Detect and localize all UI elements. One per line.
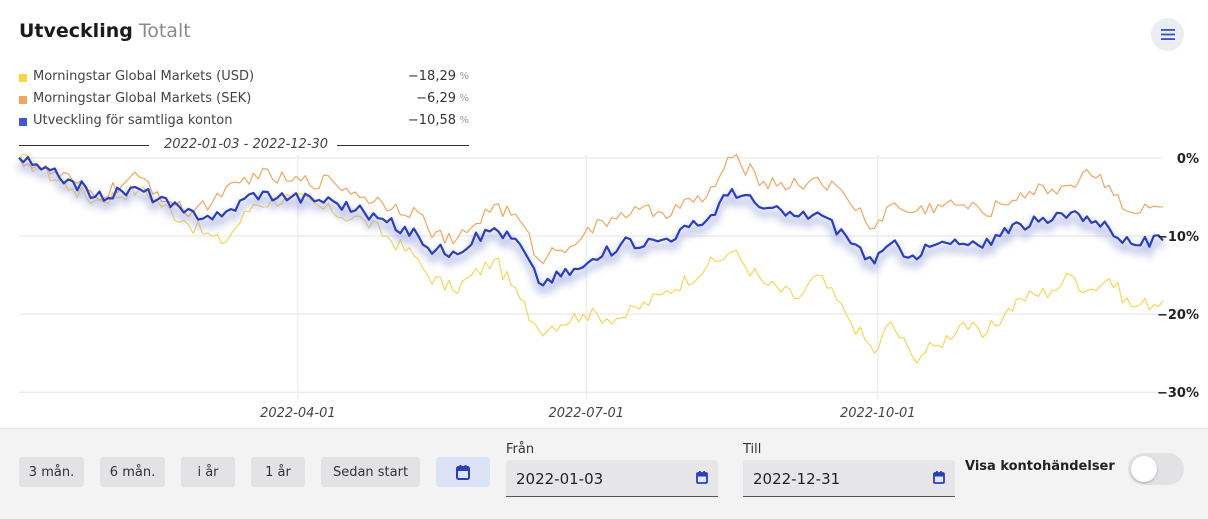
legend-value: −18,29 [407,69,456,84]
series-shadow [16,157,1166,296]
x-tick-label: 2022-04-01 [260,406,336,421]
x-tick-label: 2022-07-01 [548,406,624,421]
y-tick-label: 0% [1177,152,1199,167]
calendar-icon [456,464,470,480]
calendar-icon[interactable] [696,471,708,484]
legend-swatch-usd [19,74,27,82]
from-date-field[interactable]: 2022-01-03 [506,460,718,497]
show-account-events-toggle[interactable] [1128,453,1184,485]
chart-grid [19,155,1163,400]
legend-unit: % [459,93,469,104]
period-6-months-button[interactable]: 6 mån. [100,457,165,487]
from-date-value: 2022-01-03 [516,470,604,488]
page-title: Utveckling [19,20,133,42]
to-date-field[interactable]: 2022-12-31 [743,460,955,497]
chart-axes: 0% −10% −20% −30% 2022-04-01 2022-07-01 2022-1… [260,152,1199,421]
series-line-sek [18,153,1164,265]
legend-unit: % [459,115,469,126]
legend-swatch-sek [19,96,27,104]
date-range-text: 2022-01-03 - 2022-12-30 [164,137,329,152]
legend-value: −6,29 [416,91,456,106]
series-line-accounts [18,155,1164,287]
page-subtitle: Totalt [138,20,191,42]
show-account-events-label: Visa kontohändelser [965,459,1115,474]
date-range-rule-left [19,145,149,146]
legend-label: Morningstar Global Markets (USD) [33,69,255,84]
legend-unit: % [459,71,469,82]
hamburger-menu-icon [1160,29,1175,40]
chart-series [16,153,1166,364]
custom-period-button[interactable] [436,457,490,487]
y-tick-label: −20% [1157,308,1199,323]
chart-controls: 3 mån. 6 mån. i år 1 år Sedan start Från… [0,428,1208,519]
legend-swatch-accounts [19,118,27,126]
from-date-label: Från [506,442,535,457]
date-range-rule-right [337,145,469,146]
to-date-value: 2022-12-31 [753,470,841,488]
legend-label: Utveckling för samtliga konton [33,113,233,128]
legend-item: Morningstar Global Markets (USD) −18,29 … [19,68,471,90]
period-1-year-button[interactable]: 1 år [251,457,305,487]
development-line-chart: 0% −10% −20% −30% 2022-04-01 2022-07-01 2022-1… [16,152,1199,421]
period-3-months-button[interactable]: 3 mån. [19,457,84,487]
toggle-knob[interactable] [1131,456,1157,482]
legend-label: Morningstar Global Markets (SEK) [33,91,252,106]
y-tick-label: −10% [1157,230,1199,245]
series-line-usd [18,153,1164,364]
legend-value: −10,58 [407,113,456,128]
to-date-label: Till [743,442,762,457]
date-range: 2022-01-03 - 2022-12-30 [19,136,469,154]
calendar-icon[interactable] [933,471,945,484]
x-tick-label: 2022-10-01 [840,406,916,421]
legend-item: Morningstar Global Markets (SEK) −6,29 % [19,90,471,112]
period-since-start-button[interactable]: Sedan start [321,457,420,487]
legend-item: Utveckling för samtliga konton −10,58 % [19,112,471,134]
period-ytd-button[interactable]: i år [181,457,235,487]
chart-legend: Morningstar Global Markets (USD) −18,29 … [19,68,471,134]
y-tick-label: −30% [1157,386,1199,401]
menu-button[interactable] [1151,18,1184,51]
card-title: Utveckling Totalt [19,20,191,42]
